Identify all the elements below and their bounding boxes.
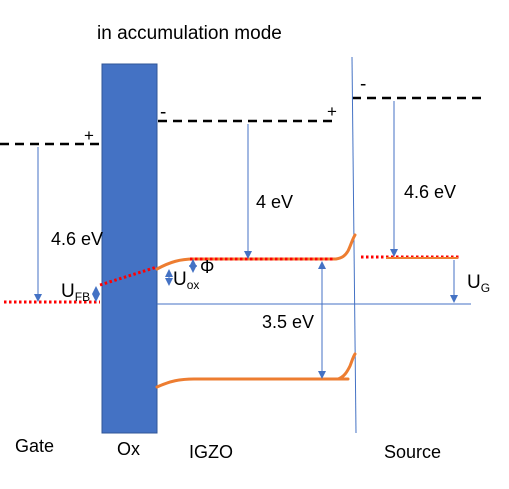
conduction-band-edge [155,233,357,271]
band-gap-label: 3.5 eV [262,312,314,332]
source-interface-line [351,56,357,434]
valence-band-edge [155,352,357,389]
gate-work-function-label: 4.6 eV [51,229,103,249]
oxide-layer [101,63,158,434]
gate-region-label: Gate [15,436,54,456]
surface-potential-label: Φ [200,257,214,277]
diagram-title: in accumulation mode [97,23,282,44]
source-charge-sign: - [360,74,366,95]
oxide-charge-sign: - [160,102,166,123]
gate-voltage-label: UG [467,272,490,295]
igzo-region-label: IGZO [189,442,233,462]
igzo-charge-sign: + [327,102,337,121]
oxide-voltage-label: Uox [173,269,199,292]
flat-band-voltage-label: UFB [61,281,90,304]
gate-charge-sign: + [84,126,94,145]
oxide-region-label: Ox [117,439,140,459]
igzo-affinity-label: 4 eV [256,192,293,212]
source-region-label: Source [384,442,441,462]
source-work-function-label: 4.6 eV [404,182,456,202]
